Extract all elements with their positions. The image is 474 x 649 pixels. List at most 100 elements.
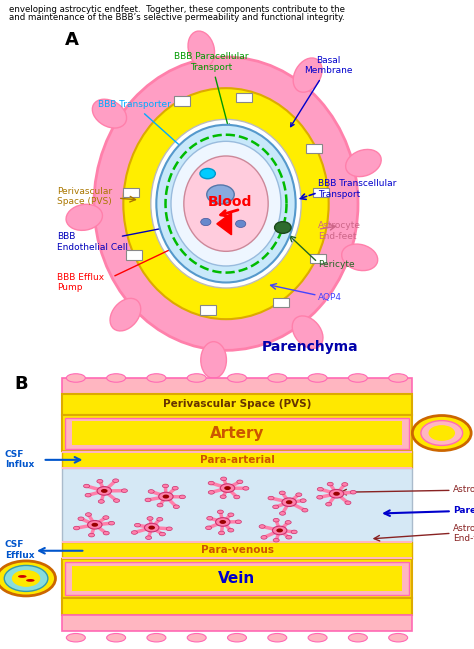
Bar — [62, 415, 412, 452]
Circle shape — [286, 535, 292, 539]
Circle shape — [173, 505, 179, 509]
Circle shape — [273, 539, 279, 542]
Circle shape — [159, 492, 173, 501]
Circle shape — [302, 508, 308, 512]
Circle shape — [206, 526, 211, 530]
Ellipse shape — [236, 220, 246, 228]
Ellipse shape — [147, 633, 166, 642]
Text: Parenchyma: Parenchyma — [262, 339, 359, 354]
FancyBboxPatch shape — [174, 96, 190, 106]
Ellipse shape — [200, 169, 215, 178]
Bar — [62, 615, 412, 631]
Text: BBB Paracellular
Transport: BBB Paracellular Transport — [174, 53, 248, 128]
Circle shape — [145, 498, 151, 502]
Text: B: B — [14, 375, 28, 393]
Bar — [62, 557, 412, 559]
Bar — [62, 469, 412, 542]
Circle shape — [121, 489, 128, 493]
FancyBboxPatch shape — [310, 254, 326, 263]
Ellipse shape — [207, 185, 234, 204]
Circle shape — [85, 493, 91, 497]
Circle shape — [421, 421, 463, 445]
Ellipse shape — [292, 316, 323, 349]
Circle shape — [235, 520, 241, 524]
Circle shape — [12, 570, 40, 587]
Circle shape — [163, 484, 168, 488]
Bar — [62, 559, 412, 598]
Circle shape — [113, 479, 118, 482]
Circle shape — [163, 495, 169, 498]
Circle shape — [114, 499, 119, 502]
Ellipse shape — [308, 633, 327, 642]
Ellipse shape — [308, 374, 327, 382]
Circle shape — [280, 511, 285, 515]
Circle shape — [234, 495, 240, 499]
Ellipse shape — [389, 374, 408, 382]
Ellipse shape — [123, 88, 328, 319]
Ellipse shape — [228, 374, 246, 382]
Bar — [62, 378, 412, 393]
Bar — [62, 452, 412, 469]
Circle shape — [147, 517, 153, 520]
Circle shape — [327, 482, 333, 486]
Ellipse shape — [348, 633, 367, 642]
Circle shape — [216, 518, 230, 526]
Circle shape — [207, 517, 213, 520]
Circle shape — [220, 495, 226, 498]
Circle shape — [146, 536, 152, 539]
Circle shape — [91, 523, 98, 527]
Circle shape — [276, 528, 283, 532]
Circle shape — [219, 531, 225, 535]
FancyBboxPatch shape — [123, 188, 139, 197]
Bar — [72, 566, 402, 591]
Ellipse shape — [94, 57, 358, 350]
Ellipse shape — [268, 374, 287, 382]
Circle shape — [268, 496, 274, 500]
FancyBboxPatch shape — [200, 305, 216, 315]
Circle shape — [261, 535, 267, 539]
Ellipse shape — [346, 149, 381, 177]
Circle shape — [208, 491, 214, 494]
Bar — [72, 421, 402, 445]
Text: Blood: Blood — [208, 195, 252, 209]
Circle shape — [300, 499, 306, 502]
Circle shape — [219, 520, 226, 524]
Circle shape — [259, 524, 265, 528]
Circle shape — [73, 526, 80, 530]
Ellipse shape — [18, 575, 27, 578]
Ellipse shape — [151, 119, 301, 288]
Circle shape — [148, 489, 154, 493]
Bar — [65, 417, 409, 448]
Ellipse shape — [92, 99, 127, 128]
Bar — [62, 542, 412, 559]
Bar — [62, 541, 412, 543]
Text: A: A — [64, 31, 79, 49]
Text: Astrocyte
End-feet: Astrocyte End-feet — [318, 221, 361, 241]
Circle shape — [157, 504, 163, 507]
Circle shape — [333, 492, 340, 496]
FancyBboxPatch shape — [306, 144, 322, 153]
Bar — [62, 598, 412, 615]
Text: Perivascular
Space (PVS): Perivascular Space (PVS) — [57, 187, 112, 206]
Circle shape — [326, 502, 332, 506]
Circle shape — [172, 486, 178, 490]
Ellipse shape — [171, 141, 281, 266]
Ellipse shape — [342, 244, 378, 271]
FancyBboxPatch shape — [236, 93, 252, 102]
Circle shape — [159, 532, 165, 536]
Ellipse shape — [66, 633, 85, 642]
Circle shape — [345, 501, 351, 504]
Polygon shape — [217, 213, 231, 235]
Text: Astrocytes: Astrocytes — [453, 485, 474, 494]
Circle shape — [218, 510, 223, 513]
Ellipse shape — [268, 633, 287, 642]
FancyBboxPatch shape — [126, 251, 142, 260]
Ellipse shape — [156, 125, 296, 282]
Circle shape — [412, 415, 471, 450]
Circle shape — [148, 526, 155, 530]
Circle shape — [317, 487, 323, 491]
Text: Parenchyma: Parenchyma — [453, 506, 474, 515]
Text: and maintenance of the BBB’s selective permeability and functional integrity.: and maintenance of the BBB’s selective p… — [9, 13, 345, 22]
Circle shape — [208, 482, 214, 485]
Ellipse shape — [201, 218, 211, 226]
